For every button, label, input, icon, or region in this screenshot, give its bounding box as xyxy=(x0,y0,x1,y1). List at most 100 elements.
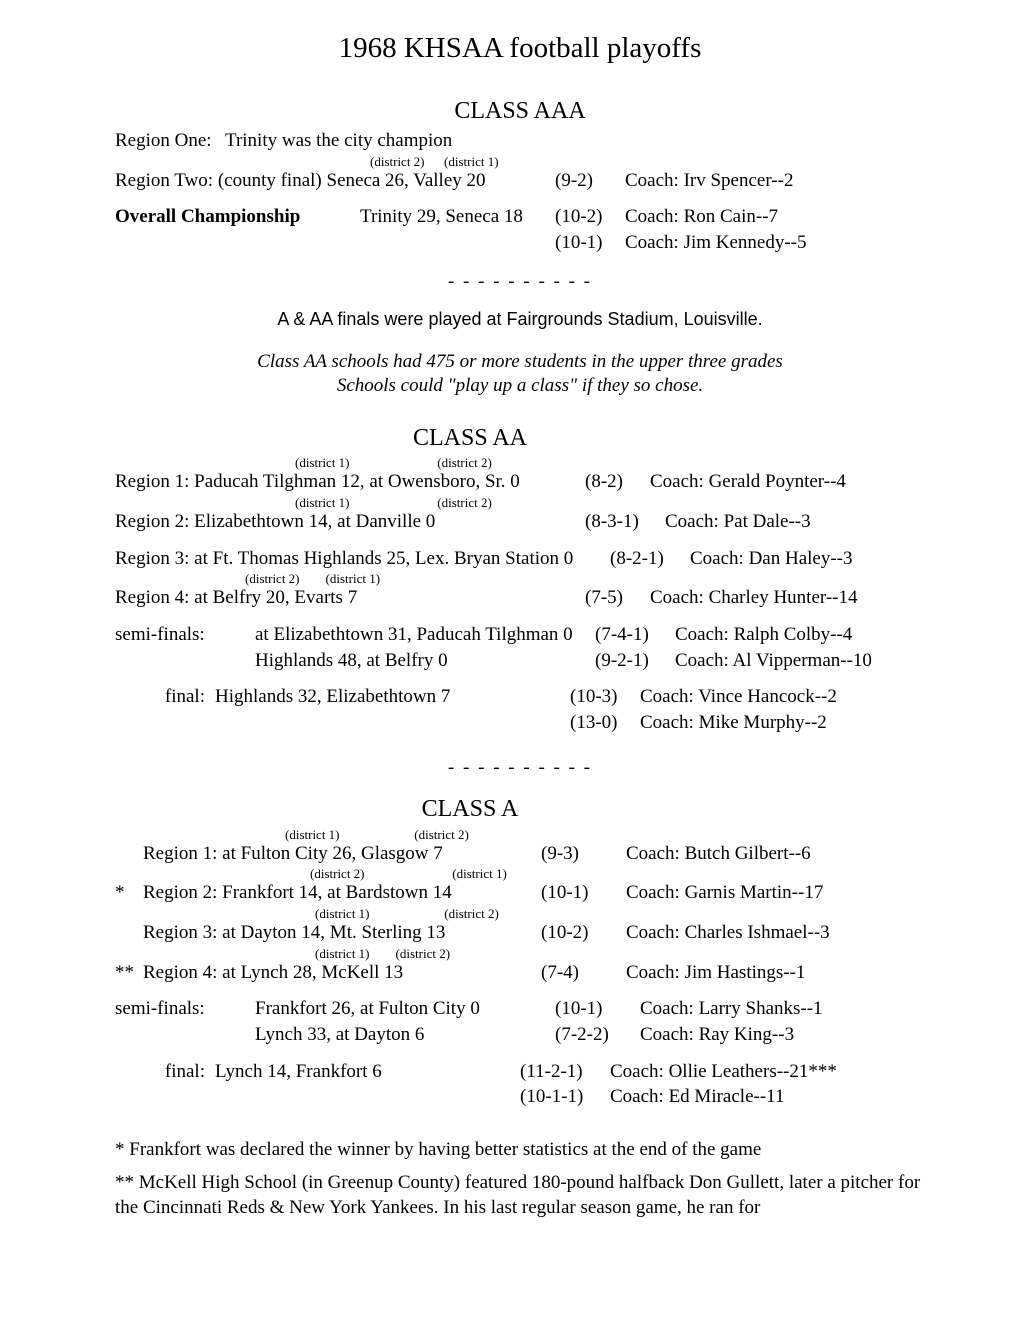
aa-r1-rec: (8-2) xyxy=(585,470,650,495)
a-region3-row: Region 3: at Dayton 14, Mt. Sterling 13 … xyxy=(115,921,925,946)
aa-region1-row: Region 1: Paducah Tilghman 12, at Owensb… xyxy=(115,470,925,495)
a-dist-3: (district 1) (district 2) xyxy=(115,907,925,920)
champ-record1: (10-2) xyxy=(555,205,625,230)
a-sf2-row: Lynch 33, at Dayton 6 (7-2-2) Coach: Ray… xyxy=(115,1023,925,1048)
a-f-rec2: (10-1-1) xyxy=(520,1085,610,1110)
aaa-region2-row: Region Two: (county final) Seneca 26, Va… xyxy=(115,169,925,194)
champ-coach2: Coach: Jim Kennedy--5 xyxy=(625,231,885,256)
a-sf2-text: Lynch 33, at Dayton 6 xyxy=(255,1023,555,1048)
aa-f-coach2: Coach: Mike Murphy--2 xyxy=(640,711,900,736)
aa-final-row2: (13-0) Coach: Mike Murphy--2 xyxy=(115,711,925,736)
a-r1-coach: Coach: Butch Gilbert--6 xyxy=(626,842,886,867)
a-sf1-rec: (10-1) xyxy=(555,997,640,1022)
a-r4-text: Region 4: at Lynch 28, McKell 13 xyxy=(143,961,541,986)
aa-r1-coach: Coach: Gerald Poynter--4 xyxy=(650,470,910,495)
region2-text: Region Two: (county final) Seneca 26, Va… xyxy=(115,169,555,194)
a-r2-text: Region 2: Frankfort 14, at Bardstown 14 xyxy=(143,881,541,906)
aa-region3-row: Region 3: at Ft. Thomas Highlands 25, Le… xyxy=(115,547,925,572)
aa-r4-text: Region 4: at Belfry 20, Evarts 7 xyxy=(115,586,585,611)
aa-dist-labels-2: (district 1) (district 2) xyxy=(115,496,925,509)
aa-sf1-text: at Elizabethtown 31, Paducah Tilghman 0 xyxy=(255,623,595,648)
a-sf2-rec: (7-2-2) xyxy=(555,1023,640,1048)
aaa-region1-row: Region One: Trinity was the city champio… xyxy=(115,129,925,154)
aa-dist-labels-3: (district 2) (district 1) xyxy=(115,572,925,585)
aa-final-label: final: xyxy=(115,685,215,710)
a-dist-2: (district 2) (district 1) xyxy=(115,867,925,880)
section-divider: - - - - - - - - - - xyxy=(115,270,925,295)
a-sf1-row: semi-finals: Frankfort 26, at Fulton Cit… xyxy=(115,997,925,1022)
class-a-header: CLASS A xyxy=(115,794,925,825)
aa-r3-rec: (8-2-1) xyxy=(610,547,690,572)
region1-text: Trinity was the city champion xyxy=(225,129,925,154)
a-region4-row: ** Region 4: at Lynch 28, McKell 13 (7-4… xyxy=(115,961,925,986)
aa-r4-rec: (7-5) xyxy=(585,586,650,611)
aa-final-text: Highlands 32, Elizabethtown 7 xyxy=(215,685,570,710)
aa-region4-row: Region 4: at Belfry 20, Evarts 7 (7-5) C… xyxy=(115,586,925,611)
champ-record2: (10-1) xyxy=(555,231,625,256)
a-r3-coach: Coach: Charles Ishmael--3 xyxy=(626,921,886,946)
a-dist-1: (district 1) (district 2) xyxy=(115,828,925,841)
aa-sf-label: semi-finals: xyxy=(115,623,255,648)
a-sf2-coach: Coach: Ray King--3 xyxy=(640,1023,900,1048)
a-r1-text: Region 1: at Fulton City 26, Glasgow 7 xyxy=(143,842,541,867)
page-title: 1968 KHSAA football playoffs xyxy=(115,30,925,68)
a-final-row: final: Lynch 14, Frankfort 6 (11-2-1) Co… xyxy=(115,1060,925,1085)
aa-r3-coach: Coach: Dan Haley--3 xyxy=(690,547,950,572)
aa-r4-coach: Coach: Charley Hunter--14 xyxy=(650,586,910,611)
class-note-1: Class AA schools had 475 or more student… xyxy=(115,350,925,375)
venue-note: A & AA finals were played at Fairgrounds… xyxy=(115,308,925,331)
footnote-1: * Frankfort was declared the winner by h… xyxy=(115,1138,925,1163)
footnote-2: ** McKell High School (in Greenup County… xyxy=(115,1171,925,1220)
section-divider-2: - - - - - - - - - - xyxy=(115,756,925,781)
aa-sf1-rec: (7-4-1) xyxy=(595,623,675,648)
a-r1-rec: (9-3) xyxy=(541,842,626,867)
region-label: Region One: xyxy=(115,129,225,154)
aa-r2-coach: Coach: Pat Dale--3 xyxy=(665,510,925,535)
aa-sf2-row: Highlands 48, at Belfry 0 (9-2-1) Coach:… xyxy=(115,649,925,674)
champ-coach1: Coach: Ron Cain--7 xyxy=(625,205,885,230)
a-r2-asterisk: * xyxy=(115,881,143,906)
class-aaa-header: CLASS AAA xyxy=(115,96,925,127)
a-r4-rec: (7-4) xyxy=(541,961,626,986)
aa-dist-labels-1: (district 1) (district 2) xyxy=(115,456,925,469)
district-labels: (district 2) (district 1) xyxy=(115,155,925,168)
class-aa-header: CLASS AA xyxy=(115,423,925,454)
a-final-row2: (10-1-1) Coach: Ed Miracle--11 xyxy=(115,1085,925,1110)
aa-f-coach1: Coach: Vince Hancock--2 xyxy=(640,685,900,710)
aa-final-row: final: Highlands 32, Elizabethtown 7 (10… xyxy=(115,685,925,710)
a-r2-rec: (10-1) xyxy=(541,881,626,906)
a-f-coach1: Coach: Ollie Leathers--21*** xyxy=(610,1060,900,1085)
aa-sf1-coach: Coach: Ralph Colby--4 xyxy=(675,623,935,648)
aa-sf2-text: Highlands 48, at Belfry 0 xyxy=(255,649,595,674)
a-f-coach2: Coach: Ed Miracle--11 xyxy=(610,1085,870,1110)
aa-f-rec2: (13-0) xyxy=(570,711,640,736)
region2-record: (9-2) xyxy=(555,169,625,194)
a-dist-4: (district 1) (district 2) xyxy=(115,947,925,960)
aa-r2-rec: (8-3-1) xyxy=(585,510,665,535)
a-f-rec1: (11-2-1) xyxy=(520,1060,610,1085)
a-r4-asterisk: ** xyxy=(115,961,143,986)
a-r4-coach: Coach: Jim Hastings--1 xyxy=(626,961,886,986)
a-r3-text: Region 3: at Dayton 14, Mt. Sterling 13 xyxy=(143,921,541,946)
aa-sf2-coach: Coach: Al Vipperman--10 xyxy=(675,649,935,674)
class-note-2: Schools could "play up a class" if they … xyxy=(115,374,925,399)
a-region1-row: Region 1: at Fulton City 26, Glasgow 7 (… xyxy=(115,842,925,867)
aa-r3-text: Region 3: at Ft. Thomas Highlands 25, Le… xyxy=(115,547,610,572)
a-sf1-coach: Coach: Larry Shanks--1 xyxy=(640,997,900,1022)
championship-label: Overall Championship xyxy=(115,205,360,230)
a-r3-rec: (10-2) xyxy=(541,921,626,946)
aaa-championship-row: Overall Championship Trinity 29, Seneca … xyxy=(115,205,925,230)
aa-sf1-row: semi-finals: at Elizabethtown 31, Paduca… xyxy=(115,623,925,648)
a-r2-coach: Coach: Garnis Martin--17 xyxy=(626,881,886,906)
aa-region2-row: Region 2: Elizabethtown 14, at Danville … xyxy=(115,510,925,535)
a-final-label: final: xyxy=(115,1060,215,1085)
aa-r2-text: Region 2: Elizabethtown 14, at Danville … xyxy=(115,510,585,535)
a-final-text: Lynch 14, Frankfort 6 xyxy=(215,1060,520,1085)
region2-coach: Coach: Irv Spencer--2 xyxy=(625,169,885,194)
aa-f-rec1: (10-3) xyxy=(570,685,640,710)
a-sf-label: semi-finals: xyxy=(115,997,255,1022)
aa-r1-text: Region 1: Paducah Tilghman 12, at Owensb… xyxy=(115,470,585,495)
a-region2-row: * Region 2: Frankfort 14, at Bardstown 1… xyxy=(115,881,925,906)
aa-sf2-rec: (9-2-1) xyxy=(595,649,675,674)
a-sf1-text: Frankfort 26, at Fulton City 0 xyxy=(255,997,555,1022)
